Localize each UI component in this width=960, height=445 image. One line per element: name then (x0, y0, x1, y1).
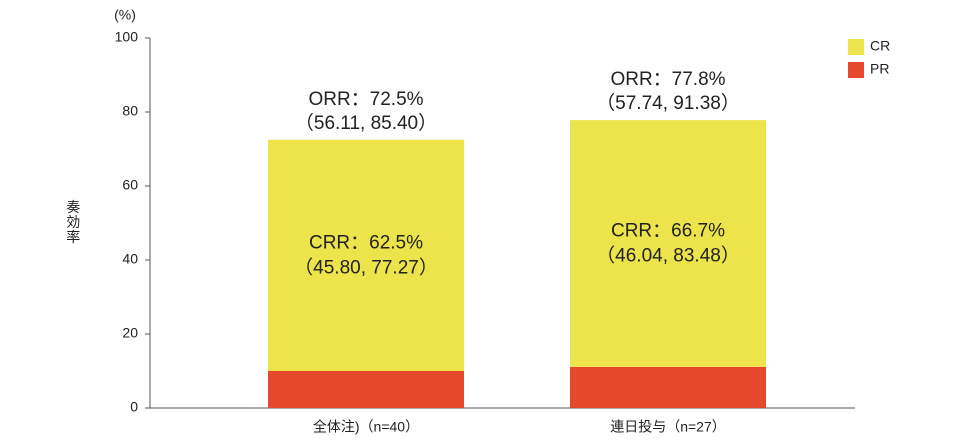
y-tick-label: 0 (130, 399, 138, 415)
x-tick-label: 連日投与（n=27） (610, 419, 726, 435)
y-tick-label: 60 (122, 177, 138, 193)
y-tick-label: 40 (122, 251, 138, 267)
bar-segment (268, 139, 464, 371)
crr-ci: （45.80, 77.27） (294, 256, 438, 278)
bar-segment (570, 366, 766, 408)
y-axis-title: 奏効率 (65, 200, 81, 245)
bar-segment (570, 120, 766, 367)
bar-segment (268, 371, 464, 408)
y-tick-label: 80 (122, 103, 138, 119)
orr-ci: （57.74, 91.38） (596, 92, 740, 114)
crr-label: CRR：62.5% (309, 232, 423, 253)
crr-label: CRR：66.7% (611, 221, 725, 242)
x-tick-label: 全体注)（n=40） (313, 419, 419, 435)
legend-label: CR (870, 38, 890, 54)
y-tick-label: 100 (115, 29, 139, 45)
y-tick-label: 20 (122, 325, 138, 341)
orr-label: ORR：72.5% (308, 89, 423, 110)
orr-ci: （56.11, 85.40） (295, 112, 437, 134)
orr-label: ORR：77.8% (610, 69, 725, 90)
legend-swatch (848, 62, 864, 78)
crr-ci: （46.04, 83.48） (596, 245, 740, 267)
legend-swatch (848, 39, 864, 55)
legend-label: PR (870, 61, 889, 77)
y-unit: (%) (114, 7, 136, 23)
